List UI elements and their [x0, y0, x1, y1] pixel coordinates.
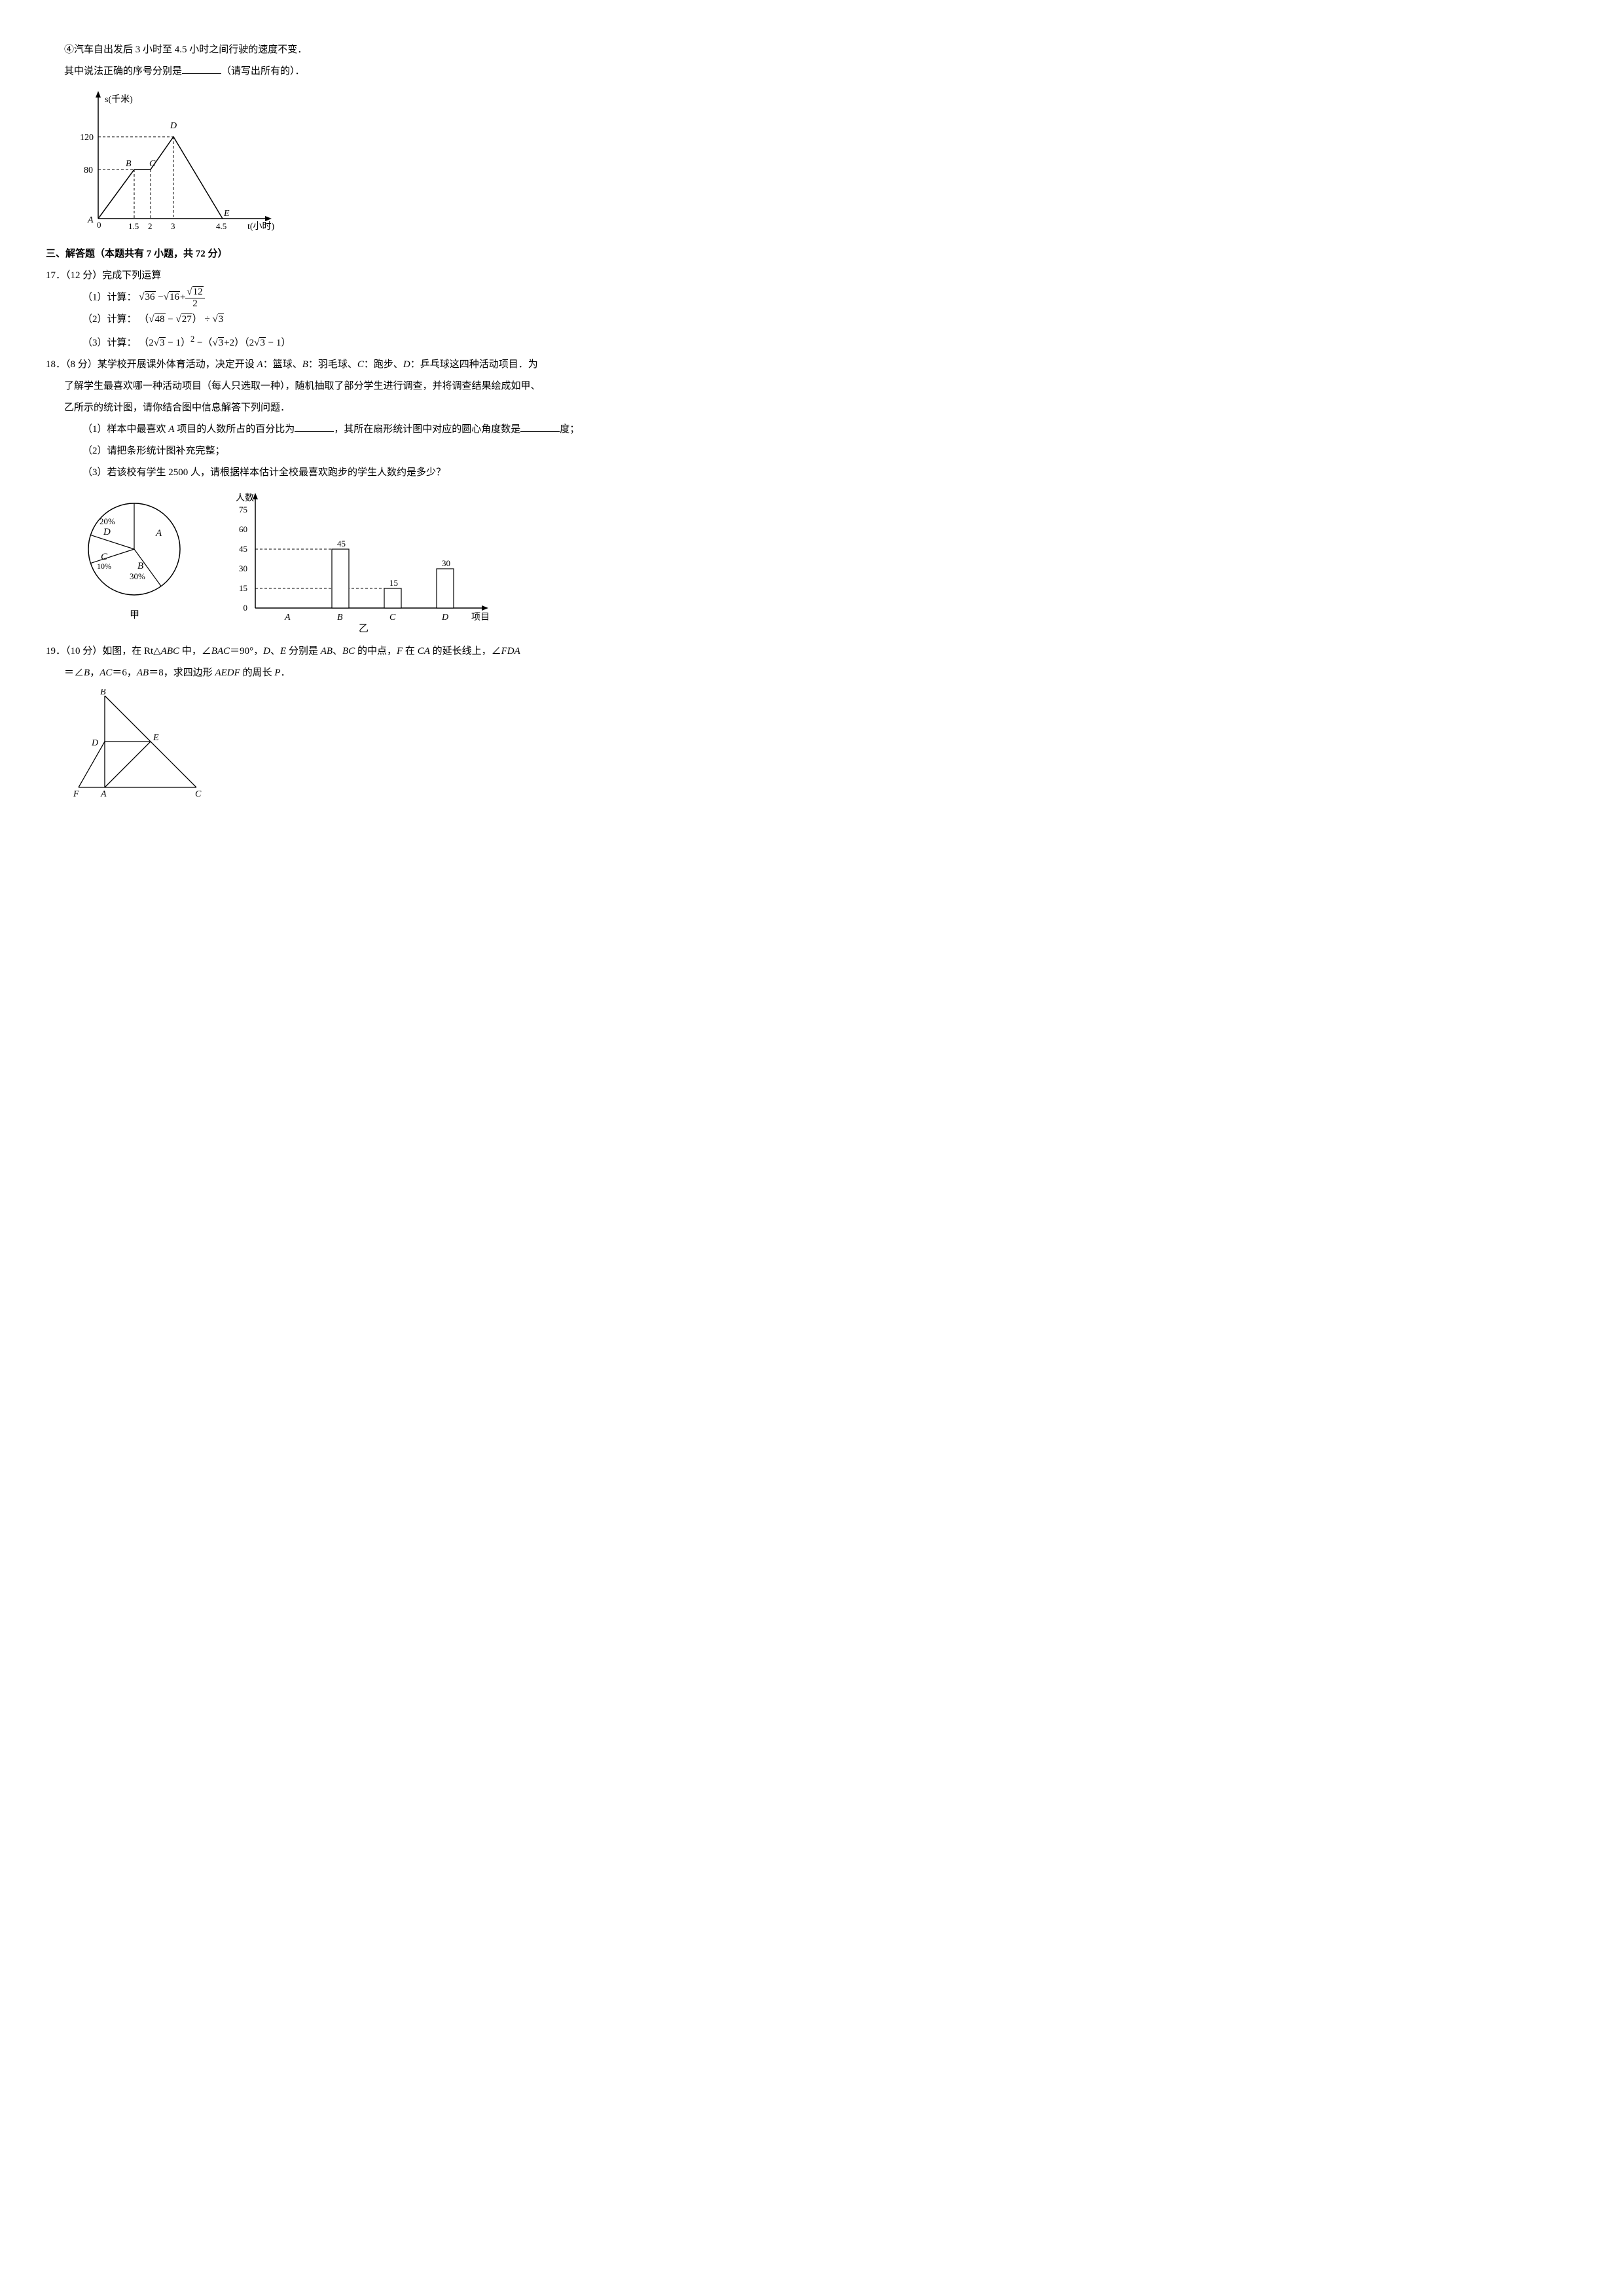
svg-text:A: A: [284, 613, 291, 622]
svg-text:3: 3: [171, 221, 175, 231]
svg-text:D: D: [91, 738, 98, 748]
svg-text:45: 45: [239, 544, 247, 554]
svg-text:10%: 10%: [97, 562, 111, 571]
svg-text:E: E: [223, 209, 230, 219]
svg-text:C: C: [389, 613, 396, 622]
svg-text:D: D: [170, 121, 177, 131]
q17-p2-label: （2）计算：: [82, 314, 137, 325]
q19-line2: ＝∠B，AC＝6，AB＝8，求四边形 AEDF 的周长 P．: [46, 662, 1578, 684]
q18-line2: 了解学生最喜欢哪一种活动项目（每人只选取一种），随机抽取了部分学生进行调查，并将…: [46, 376, 1578, 397]
section-3-heading: 三、解答题（本题共有 7 小题，共 72 分）: [46, 243, 1578, 265]
q-pre-line4: ④汽车自出发后 3 小时至 4.5 小时之间行驶的速度不变．: [46, 39, 1578, 61]
svg-text:A: A: [87, 215, 94, 225]
blank-field[interactable]: [182, 63, 221, 74]
q-pre-conclusion: 其中说法正确的序号分别是 （请写出所有的）．: [46, 61, 1578, 82]
pie-caption: 甲: [130, 610, 139, 620]
svg-text:2: 2: [148, 221, 153, 231]
svg-text:4.5: 4.5: [216, 221, 226, 231]
q18-head: 18．（8 分）某学校开展课外体育活动，决定开设 A：篮球、B：羽毛球、C：跑步…: [46, 354, 1578, 376]
q18-p3: （3）若该校有学生 2500 人，请根据样本估计全校最喜欢跑步的学生人数约是多少…: [46, 462, 1578, 484]
svg-text:60: 60: [239, 524, 247, 534]
svg-text:t(小时): t(小时): [247, 221, 275, 232]
q17-p1: （1）计算： 36 −16+122: [46, 287, 1578, 309]
bar-chart: 人数 项目 0 15 30 45 60 75 45 15 30 A B C D: [223, 490, 497, 634]
svg-text:45: 45: [337, 539, 346, 548]
svg-text:20%: 20%: [99, 516, 115, 526]
svg-text:人数: 人数: [236, 493, 254, 503]
q-pre-z-tail: （请写出所有的）．: [221, 66, 305, 77]
triangle-figure: B D E F A C: [72, 689, 1578, 800]
svg-text:C: C: [195, 789, 202, 799]
svg-text:15: 15: [239, 583, 247, 593]
svg-text:E: E: [153, 733, 159, 743]
svg-text:D: D: [103, 527, 111, 537]
svg-text:D: D: [441, 613, 448, 622]
svg-text:项目: 项目: [471, 613, 490, 622]
svg-text:乙: 乙: [359, 624, 369, 634]
q18-p2: （2）请把条形统计图补充完整；: [46, 440, 1578, 462]
q18-line3: 乙所示的统计图，请你结合图中信息解答下列问题．: [46, 397, 1578, 419]
y-axis-label: s(千米): [105, 94, 133, 105]
q18-p1: （1）样本中最喜欢 A 项目的人数所占的百分比为，其所在扇形统计图中对应的圆心角…: [46, 419, 1578, 440]
svg-text:30: 30: [239, 564, 247, 573]
svg-text:C: C: [101, 552, 108, 562]
svg-text:B: B: [100, 689, 106, 697]
q17-p3: （3）计算： （23 − 1）2 −（3+2）（23 − 1）: [46, 331, 1578, 354]
blank-field[interactable]: [520, 422, 560, 432]
svg-text:A: A: [155, 528, 162, 539]
svg-text:B: B: [337, 613, 343, 622]
svg-text:B: B: [126, 159, 132, 169]
svg-text:15: 15: [389, 578, 398, 588]
svg-text:80: 80: [84, 166, 93, 175]
svg-text:1.5: 1.5: [128, 221, 139, 231]
svg-text:A: A: [100, 789, 107, 799]
svg-text:30%: 30%: [130, 571, 145, 581]
svg-text:F: F: [73, 789, 79, 799]
svg-text:75: 75: [239, 505, 247, 514]
q-pre-z-text: 其中说法正确的序号分别是: [64, 66, 182, 77]
pie-chart: A B 30% C 10% D 20% 甲: [72, 490, 196, 621]
distance-time-graph: s(千米) 120 80 1.5 2 3 4.5 t(小时) A 0 B C D…: [72, 88, 1578, 238]
q19-head: 19．（10 分）如图，在 Rt△ABC 中，∠BAC＝90°，D、E 分别是 …: [46, 641, 1578, 662]
svg-text:B: B: [137, 561, 143, 571]
q17-p3-label: （3）计算：: [82, 338, 137, 348]
blank-field[interactable]: [295, 422, 334, 432]
q17-head: 17．（12 分）完成下列运算: [46, 265, 1578, 287]
svg-text:0: 0: [244, 603, 248, 613]
q17-p1-label: （1）计算：: [82, 292, 137, 302]
svg-text:0: 0: [97, 220, 101, 230]
svg-text:C: C: [149, 159, 156, 169]
q17-p2: （2）计算： （48 − 27） ÷ 3: [46, 309, 1578, 331]
svg-text:30: 30: [442, 558, 450, 568]
svg-text:120: 120: [80, 133, 94, 143]
